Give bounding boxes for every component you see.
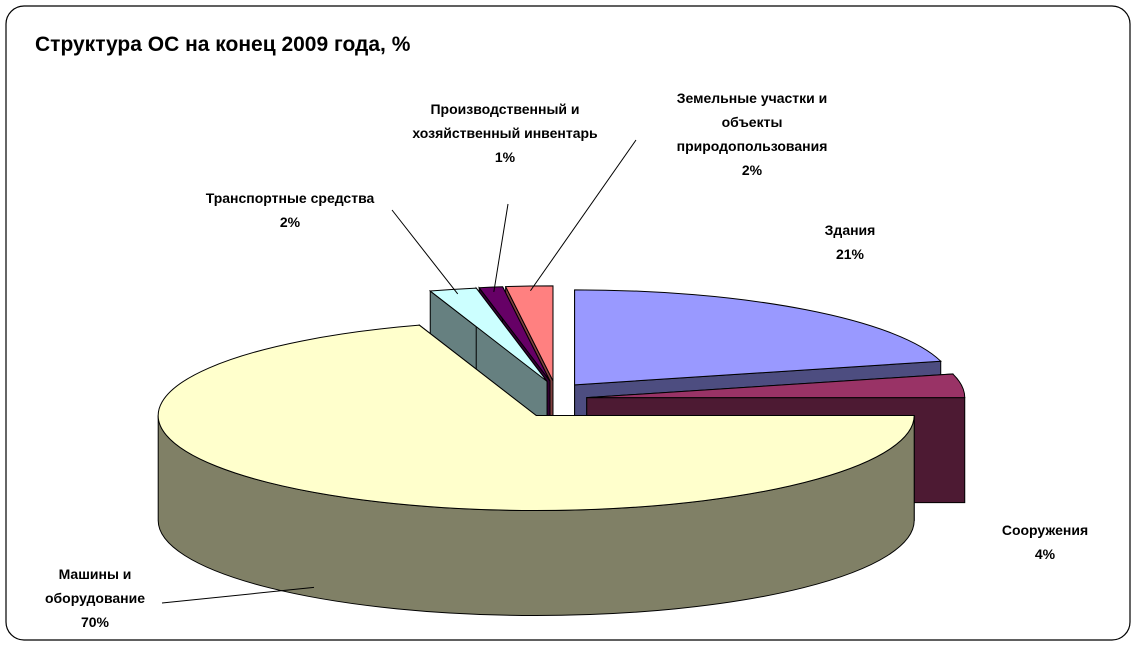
slice-label: Земельные участки и объекты природопольз… — [647, 86, 857, 182]
slice — [478, 286, 551, 382]
category-label: Машины и оборудование — [44, 566, 146, 606]
value-label: 21% — [835, 246, 865, 262]
slice — [157, 324, 915, 512]
value-label: 1% — [494, 149, 516, 165]
slice — [428, 287, 548, 382]
value-label: 70% — [80, 614, 110, 630]
chart-title: Структура ОС на конец 2009 года, % — [35, 33, 411, 56]
slice — [586, 373, 966, 399]
slice-label: Здания 21% — [790, 218, 910, 266]
leader-line — [530, 139, 637, 292]
value-label: 2% — [741, 162, 763, 178]
category-label: Здания — [824, 222, 876, 238]
value-label: 4% — [1034, 546, 1056, 562]
value-label: 2% — [279, 214, 301, 230]
category-label: Земельные участки и объекты природопольз… — [676, 90, 828, 154]
leader-line — [391, 209, 459, 295]
slice-label: Машины и оборудование 70% — [25, 562, 165, 634]
category-label: Транспортные средства — [205, 190, 375, 206]
slice-label: Сооружения 4% — [980, 518, 1110, 566]
category-label: Сооружения — [1001, 522, 1089, 538]
category-label: Производственный и хозяйственный инвента… — [412, 101, 598, 141]
leader-line — [493, 203, 509, 292]
slice-label: Транспортные средства 2% — [165, 186, 415, 234]
slice — [504, 285, 554, 382]
slice — [574, 289, 942, 386]
slice-label: Производственный и хозяйственный инвента… — [405, 97, 605, 169]
leader-line — [161, 586, 315, 604]
